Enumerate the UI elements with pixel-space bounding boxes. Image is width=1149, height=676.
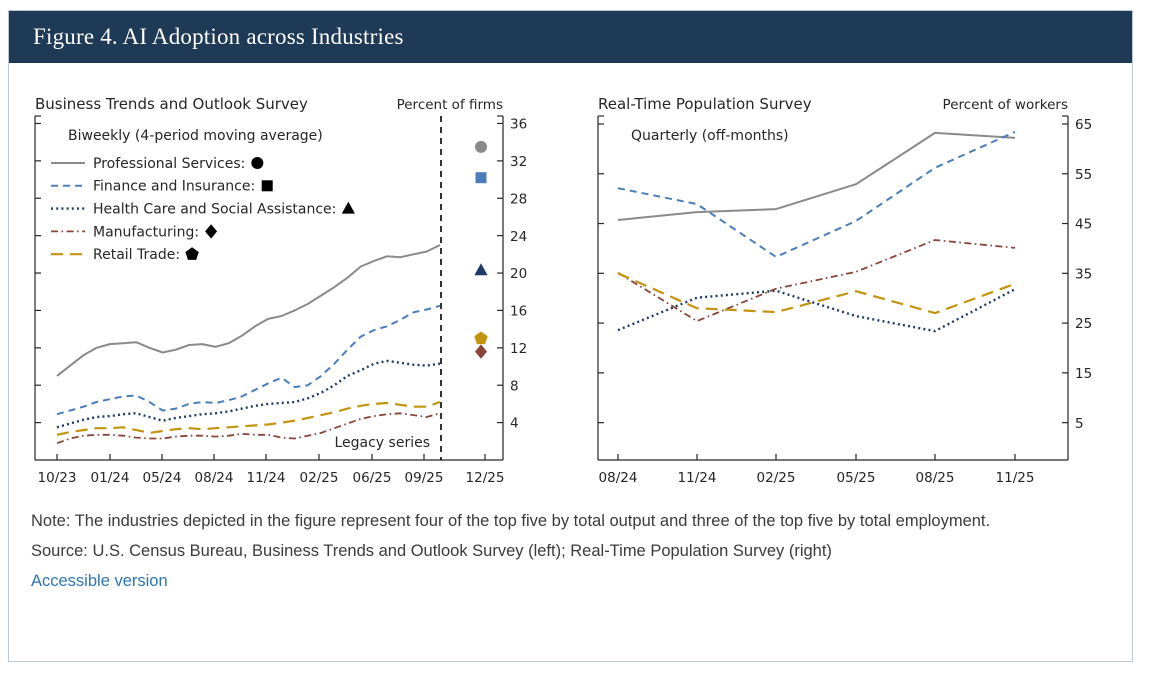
latest-marker-pentagon	[474, 331, 488, 345]
x-tick-label: 05/25	[837, 470, 876, 486]
source-text: Source: U.S. Census Bureau, Business Tre…	[31, 542, 832, 560]
legend-label: Manufacturing:	[93, 224, 199, 240]
x-tick-label: 08/24	[195, 470, 234, 486]
legend-marker-triangle	[341, 201, 355, 214]
latest-marker-diamond	[475, 344, 487, 359]
series-line-professional-services	[617, 131, 1016, 221]
x-tick-label: 12/25	[466, 470, 505, 486]
unit-label: Percent of workers	[943, 97, 1068, 113]
series-line-retail-trade	[617, 272, 1016, 315]
x-tick-label: 08/25	[916, 470, 955, 486]
legend-label: Health Care and Social Assistance:	[93, 202, 336, 218]
x-tick-label: 02/25	[300, 470, 339, 486]
y-tick-label: 32	[510, 154, 527, 170]
figure-panel: Figure 4. AI Adoption across Industries …	[8, 10, 1133, 662]
legend-marker-diamond	[205, 224, 218, 239]
series-line-health-care-and-social-assistance	[56, 359, 441, 429]
series-line-manufacturing	[617, 239, 1016, 323]
charts-row: 4 8 12 16 20 24 28 32 36 10/23 01/24 05/24 08/24 11/2…	[9, 91, 1134, 501]
legend-marker-pentagon	[185, 247, 199, 260]
series-line-manufacturing	[56, 412, 441, 445]
legend-label: Retail Trade:	[93, 247, 180, 263]
legacy-series-label: Legacy series	[334, 435, 430, 451]
x-tick-label: 11/24	[247, 470, 286, 486]
y-tick-label: 5	[1075, 416, 1084, 432]
y-tick-label: 55	[1075, 167, 1092, 183]
y-tick-label: 28	[510, 191, 527, 207]
series-line-finance-and-insurance	[56, 304, 441, 416]
x-tick-label: 11/24	[678, 470, 717, 486]
series-line-retail-trade	[56, 400, 441, 436]
x-tick-label: 09/25	[405, 470, 444, 486]
x-tick-label: 08/24	[599, 470, 638, 486]
y-tick-label: 24	[510, 229, 527, 245]
accessible-version-link[interactable]: Accessible version	[31, 572, 168, 590]
btos-line-chart: 4 8 12 16 20 24 28 32 36 10/23 01/24 05/24 08/24 11/2…	[34, 95, 527, 486]
series-line-professional-services	[56, 244, 441, 377]
rtps-line-chart: 5 15 25 35 45 55 65 08/24 11/24 02/25 05/25 08/25 11…	[597, 95, 1092, 486]
y-tick-label: 25	[1075, 316, 1092, 332]
series-line-finance-and-insurance	[617, 130, 1016, 258]
latest-marker-square	[475, 172, 487, 184]
figure-notes: Note: The industries depicted in the fig…	[31, 506, 1111, 596]
x-tick-label: 06/25	[353, 470, 392, 486]
x-tick-label: 01/24	[91, 470, 130, 486]
y-tick-label: 65	[1075, 117, 1092, 133]
legend-marker-circle	[251, 157, 264, 169]
x-tick-label: 11/25	[996, 470, 1035, 486]
y-tick-label: 8	[510, 378, 519, 394]
y-tick-label: 35	[1075, 266, 1092, 282]
chart-subtitle: Biweekly (4-period moving average)	[68, 128, 323, 144]
x-tick-label: 02/25	[757, 470, 796, 486]
latest-marker-triangle	[474, 263, 488, 276]
chart-subtitle: Quarterly (off-months)	[631, 128, 789, 144]
figure-title: Figure 4. AI Adoption across Industries	[33, 24, 404, 49]
legend-label: Professional Services:	[93, 156, 245, 172]
series-line-health-care-and-social-assistance	[617, 288, 1016, 333]
latest-marker-circle	[475, 140, 487, 153]
y-tick-label: 12	[510, 341, 527, 357]
x-tick-label: 10/23	[38, 470, 77, 486]
legend-label: Finance and Insurance:	[93, 179, 255, 195]
y-tick-label: 4	[510, 416, 519, 432]
y-tick-label: 45	[1075, 217, 1092, 233]
figure-header: Figure 4. AI Adoption across Industries	[9, 11, 1132, 63]
unit-label: Percent of firms	[397, 97, 503, 113]
legend-marker-square	[261, 180, 273, 192]
y-tick-label: 15	[1075, 366, 1092, 382]
y-tick-label: 20	[510, 266, 527, 282]
note-text: Note: The industries depicted in the fig…	[31, 512, 991, 530]
y-tick-label: 36	[510, 117, 527, 133]
chart-title: Real-Time Population Survey	[598, 95, 812, 113]
chart-title: Business Trends and Outlook Survey	[35, 95, 308, 113]
x-tick-label: 05/24	[143, 470, 182, 486]
y-tick-label: 16	[510, 304, 527, 320]
